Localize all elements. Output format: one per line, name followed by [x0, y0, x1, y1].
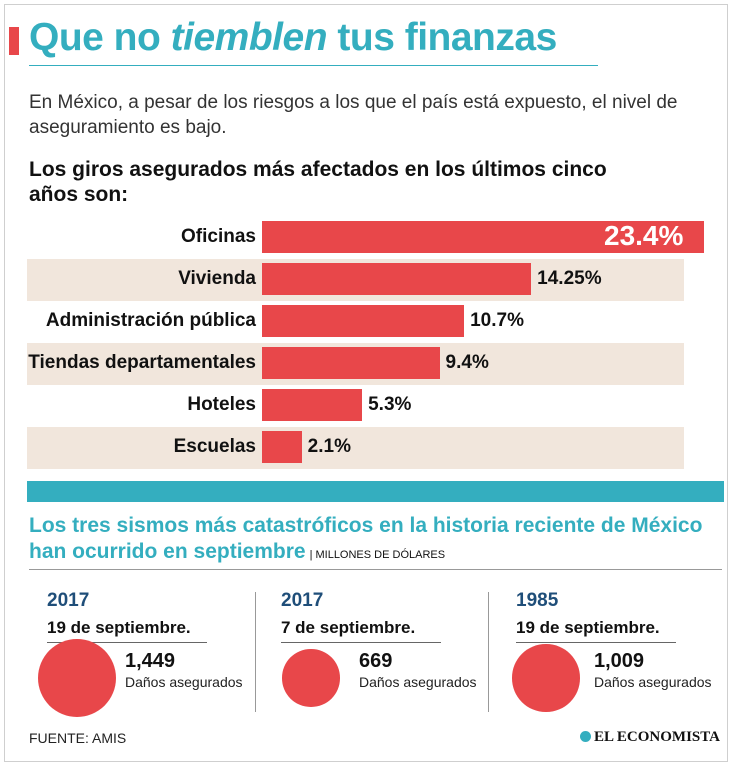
quake-date-rule	[281, 642, 441, 643]
bar	[262, 431, 302, 463]
bar	[262, 221, 704, 253]
panel-separator	[255, 592, 256, 712]
infographic-frame	[4, 4, 728, 762]
bar-value-label: 10.7%	[470, 310, 524, 331]
category-label: Escuelas	[173, 436, 256, 457]
category-label: Oficinas	[181, 226, 256, 247]
chart-title: Los giros asegurados más afectados en lo…	[29, 158, 607, 206]
quake-date: 7 de septiembre.	[281, 618, 416, 637]
brand-logo: EL ECONOMISTA	[580, 729, 720, 746]
title-accent-mark	[9, 27, 19, 55]
bar-value-label: 9.4%	[445, 352, 489, 373]
row-band	[27, 427, 684, 469]
bar	[262, 347, 440, 379]
intro-text: En México, a pesar de los riesgos a los …	[29, 92, 678, 138]
quake-date-rule	[516, 642, 676, 643]
quake-date: 19 de septiembre.	[516, 618, 660, 637]
quake-year: 2017	[281, 590, 324, 611]
bar	[262, 389, 363, 421]
quake-caption: Daños asegurados	[125, 674, 243, 690]
panel-separator	[488, 592, 489, 712]
category-label: Administración pública	[45, 310, 256, 331]
category-label: Hoteles	[187, 394, 256, 415]
quake-year: 1985	[516, 590, 559, 611]
bar-value-label: 5.3%	[368, 394, 412, 415]
bar-value-label: 2.1%	[307, 436, 351, 457]
bar	[262, 263, 532, 295]
quake-circle	[512, 644, 580, 712]
page-title: Que no tiemblen tus finanzas	[29, 16, 557, 59]
units-label: | MILLONES DE DÓLARES	[309, 549, 446, 561]
quake-circle	[38, 639, 116, 717]
source-note: FUENTE: AMIS	[29, 730, 127, 746]
title-underline	[29, 65, 598, 66]
sismos-title: Los tres sismos más catastróficos en la …	[29, 514, 703, 563]
quake-circle	[282, 649, 340, 707]
quake-value: 1,449	[125, 650, 176, 672]
quake-year: 2017	[47, 590, 90, 611]
quake-value: 669	[359, 650, 393, 672]
quake-date-rule	[47, 642, 207, 643]
quake-caption: Daños asegurados	[359, 674, 477, 690]
bar-value-label: 14.25%	[537, 268, 602, 289]
category-label: Tiendas departamentales	[28, 352, 256, 373]
quake-caption: Daños asegurados	[594, 674, 712, 690]
quake-value: 1,009	[594, 650, 645, 672]
category-label: Vivienda	[178, 268, 256, 289]
bar	[262, 305, 465, 337]
bar-value-label: 23.4%	[604, 220, 684, 251]
brand-globe-icon	[580, 731, 591, 742]
section-divider-band	[27, 481, 724, 502]
quake-date: 19 de septiembre.	[47, 618, 191, 637]
sismos-rule	[29, 569, 722, 570]
